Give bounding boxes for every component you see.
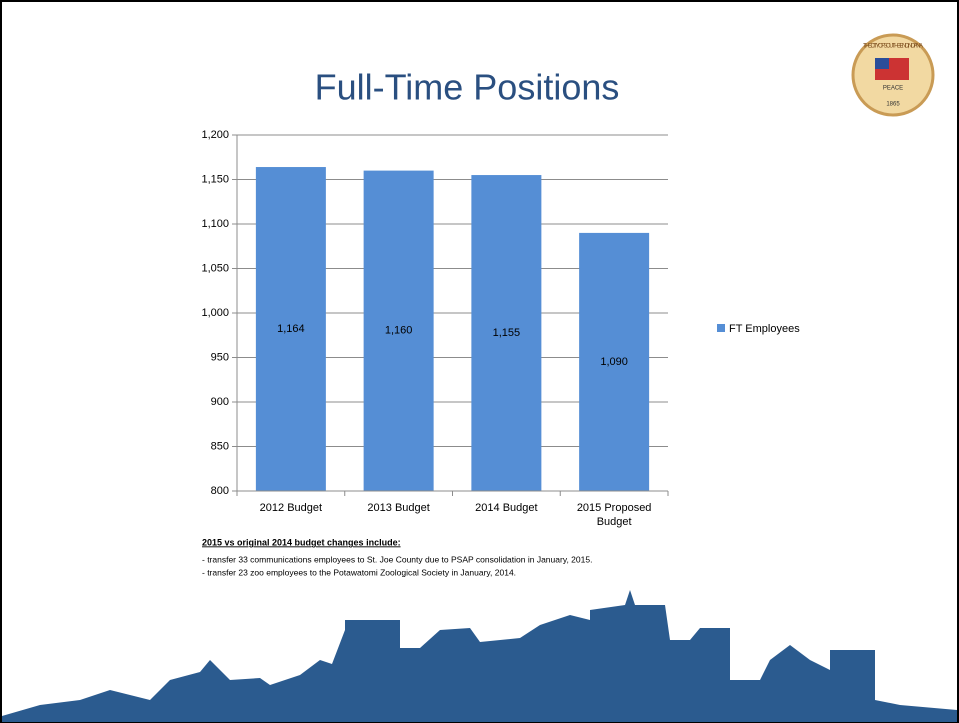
skyline bbox=[2, 590, 957, 722]
seal: THE CITY OF SOUTH BEND, INDIANA PEACE 18… bbox=[851, 33, 935, 117]
note-line: - transfer 23 zoo employees to the Potaw… bbox=[202, 567, 516, 577]
data-label: 1,090 bbox=[600, 356, 628, 368]
notes-heading: 2015 vs original 2014 budget changes inc… bbox=[202, 537, 401, 547]
seal-flag-canton bbox=[875, 58, 889, 69]
y-tick-label: 900 bbox=[211, 396, 229, 408]
chart-title: Full-Time Positions bbox=[315, 67, 620, 108]
x-tick-label: 2015 Proposed Budget bbox=[577, 502, 652, 528]
legend-swatch bbox=[717, 324, 725, 332]
x-tick-label: 2014 Budget bbox=[475, 502, 537, 514]
y-tick-label: 1,050 bbox=[201, 262, 229, 274]
data-label: 1,160 bbox=[385, 325, 413, 337]
x-tick-label: 2013 Budget bbox=[367, 502, 429, 514]
y-tick-label: 1,150 bbox=[201, 173, 229, 185]
data-label: 1,155 bbox=[493, 327, 521, 339]
y-tick-label: 800 bbox=[211, 485, 229, 497]
bar bbox=[579, 232, 650, 491]
seal-year: 1865 bbox=[886, 102, 900, 108]
seal-ring: THE CITY OF SOUTH BEND, INDIANA bbox=[863, 44, 923, 50]
bar bbox=[255, 167, 326, 492]
y-tick-label: 1,100 bbox=[201, 218, 229, 230]
x-tick-label: 2012 Budget bbox=[260, 502, 322, 514]
y-tick-label: 1,000 bbox=[201, 307, 229, 319]
note-line: - transfer 33 communications employees t… bbox=[202, 554, 592, 564]
bar bbox=[363, 170, 434, 491]
y-tick-label: 950 bbox=[211, 351, 229, 363]
data-label: 1,164 bbox=[277, 323, 305, 335]
bar bbox=[471, 175, 542, 492]
y-tick-label: 850 bbox=[211, 440, 229, 452]
seal-motto: PEACE bbox=[883, 86, 903, 92]
legend-label: FT Employees bbox=[729, 323, 800, 335]
y-tick-label: 1,200 bbox=[201, 129, 229, 141]
